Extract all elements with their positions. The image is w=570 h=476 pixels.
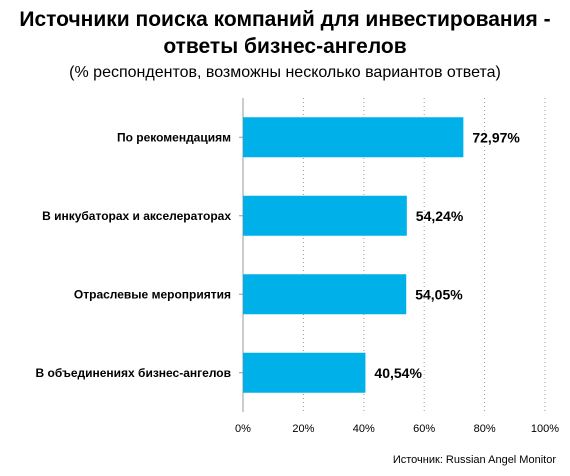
- value-label-3: 40,54%: [374, 365, 422, 381]
- x-axis-ticks: 0% 20% 40% 60% 80% 100%: [235, 423, 559, 435]
- x-tick-label-2: 40%: [353, 423, 375, 435]
- bar-2: [243, 274, 407, 315]
- value-label-2: 54,05%: [415, 286, 463, 302]
- bar-1: [243, 195, 407, 236]
- value-label-0: 72,97%: [472, 129, 520, 145]
- value-labels: 72,97% 54,24% 54,05% 40,54%: [374, 129, 520, 381]
- category-label-0: По рекомендациям: [117, 130, 231, 144]
- source-note: Источник: Russian Angel Monitor: [393, 454, 556, 466]
- bar-3: [243, 352, 366, 393]
- category-label-1: В инкубаторах и акселераторах: [42, 209, 231, 223]
- bars: [243, 117, 464, 393]
- category-label-2: Отраслевые мероприятия: [74, 287, 231, 301]
- value-label-1: 54,24%: [416, 208, 464, 224]
- x-tick-label-1: 20%: [292, 423, 314, 435]
- bar-0: [243, 117, 464, 158]
- chart-title-line-2: ответы бизнес-ангелов: [163, 35, 406, 58]
- chart-subtitle: (% респондентов, возможны несколько вари…: [69, 64, 501, 81]
- category-label-3: В объединениях бизнес-ангелов: [35, 366, 231, 380]
- x-tick-label-5: 100%: [531, 423, 559, 435]
- chart-title-line-1: Источники поиска компаний для инвестиров…: [19, 8, 550, 31]
- x-tick-label-4: 80%: [474, 423, 496, 435]
- y-axis: [239, 98, 244, 412]
- category-labels: По рекомендациям В инкубаторах и акселера…: [35, 130, 231, 380]
- x-tick-label-3: 60%: [413, 423, 435, 435]
- x-tick-label-0: 0%: [235, 423, 251, 435]
